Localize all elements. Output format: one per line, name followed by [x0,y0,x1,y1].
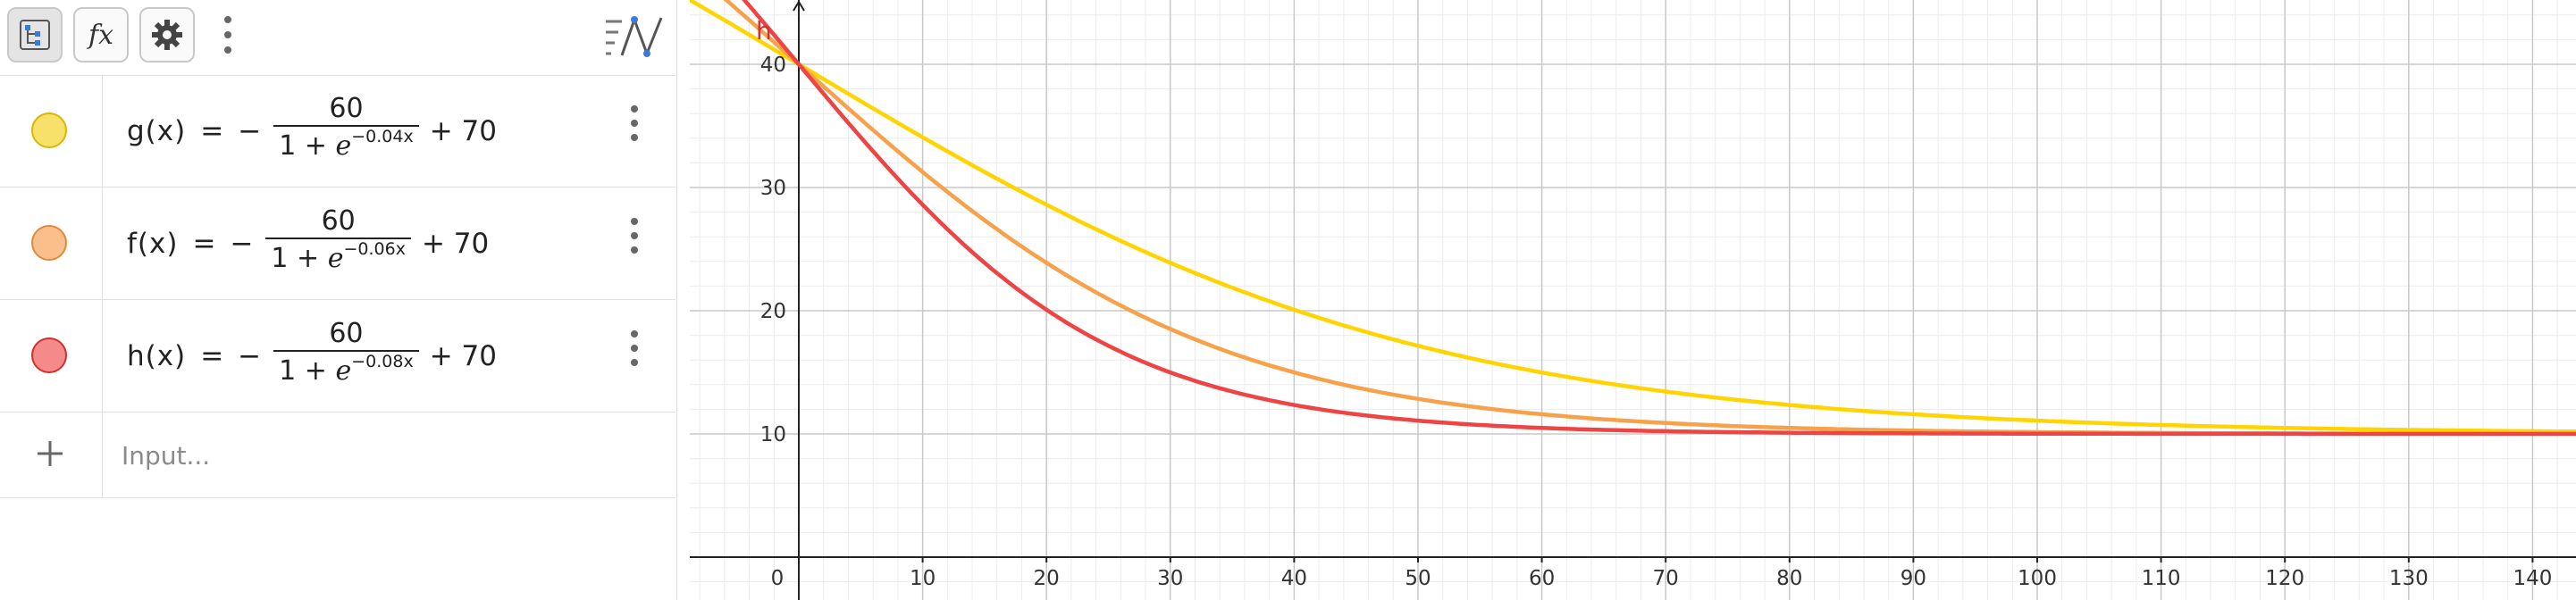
visibility-toggle[interactable] [31,338,67,373]
fraction: 60 1 + e−0.06x [265,205,411,281]
curve-f [723,0,2576,437]
row-more-icon[interactable] [625,218,643,254]
x-tick-label: 100 [2018,567,2057,590]
x-tick-label: 90 [1901,567,1926,590]
denominator: 1 + e−0.06x [265,239,411,281]
fraction-bar [273,125,419,127]
graphics-view[interactable]: 0 10 20 30 40 50 60 70 80 90 100 110 120 130 140 10 20 30… [690,0,2576,600]
graph-canvas[interactable]: 0 10 20 30 40 50 60 70 80 90 100 110 120 130 140 10 20 30… [690,0,2576,600]
constant-term: + 70 [421,227,490,260]
row-marker [0,75,103,187]
fraction: 60 1 + e−0.08x [273,318,419,394]
algebra-row-f[interactable]: f(x) = − 60 1 + e−0.06x + 70 [0,188,675,300]
function-name: f(x) [127,227,179,260]
more-vertical-icon[interactable] [214,16,241,54]
fraction: 60 1 + e−0.04x [273,93,419,169]
formula[interactable]: g(x) = − 60 1 + e−0.04x + 70 [127,93,497,169]
e-symbol: e [335,355,352,387]
denominator: 1 + e−0.08x [273,352,419,394]
equals-sign: = [200,339,224,372]
x-tick-label: 140 [2513,567,2552,590]
input-field[interactable]: Input... [122,440,211,471]
algebra-panel: fx [0,0,677,600]
algebra-toolbar: fx [0,0,675,76]
x-tick-label: 70 [1653,567,1679,590]
equals-sign: = [192,227,216,260]
x-tick-label: 30 [1157,567,1183,590]
e-symbol: e [327,243,344,274]
y-tick-label: 10 [760,423,786,446]
minus-sign: − [238,339,262,372]
curve-h [742,0,2576,437]
exponent: −0.04x [351,127,414,146]
x-tick-label: 60 [1529,567,1555,590]
x-tick-label: 40 [1281,567,1307,590]
x-tick-label: 110 [2142,567,2181,590]
y-tick-label: 40 [760,54,786,77]
visibility-toggle[interactable] [31,112,67,148]
graphics-view-icon[interactable] [602,12,667,61]
row-more-icon[interactable] [625,105,643,141]
input-marker [0,412,103,497]
fraction-bar [265,238,411,239]
minus-sign: − [238,114,262,147]
exponent: −0.06x [343,239,406,259]
algebra-row-h[interactable]: h(x) = − 60 1 + e−0.08x + 70 [0,300,675,412]
formula[interactable]: h(x) = − 60 1 + e−0.08x + 70 [127,318,497,394]
plus-icon[interactable] [32,436,68,471]
denominator: 1 + e−0.04x [273,127,419,169]
x-tick-label: 50 [1405,567,1431,590]
y-tick-label: 30 [760,177,786,200]
denominator-base: 1 + [279,130,336,162]
curve-g [690,0,2576,434]
x-tick-label: 20 [1034,567,1060,590]
row-more-icon[interactable] [625,330,643,366]
x-tick-label: 0 [771,567,785,590]
gear-icon[interactable] [139,7,195,62]
input-row: Input... [0,412,675,498]
curve-label-h: h [756,16,772,46]
row-marker [0,188,103,299]
numerator: 60 [329,318,364,349]
algebra-row-g[interactable]: g(x) = − 60 1 + e−0.04x + 70 [0,75,675,188]
function-name: h(x) [127,339,187,372]
x-tick-label: 130 [2389,567,2429,590]
y-axis-arrow [793,0,805,12]
equals-sign: = [200,114,224,147]
x-tick-label: 80 [1776,567,1802,590]
e-symbol: e [335,130,352,162]
algebra-tree-icon[interactable] [7,7,63,62]
fx-icon[interactable]: fx [73,7,129,62]
formula[interactable]: f(x) = − 60 1 + e−0.06x + 70 [127,205,489,281]
denominator-base: 1 + [271,243,328,274]
constant-term: + 70 [429,339,497,372]
numerator: 60 [329,93,364,124]
function-name: g(x) [127,114,187,147]
exponent: −0.08x [351,352,414,371]
minus-sign: − [230,227,254,260]
visibility-toggle[interactable] [31,225,67,261]
y-tick-label: 20 [760,300,786,323]
numerator: 60 [321,205,356,237]
fraction-bar [273,350,419,352]
constant-term: + 70 [429,114,497,147]
x-tick-label: 10 [910,567,936,590]
row-marker [0,300,103,412]
denominator-base: 1 + [279,355,336,387]
x-tick-label: 120 [2265,567,2304,590]
fx-label: fx [88,19,114,51]
